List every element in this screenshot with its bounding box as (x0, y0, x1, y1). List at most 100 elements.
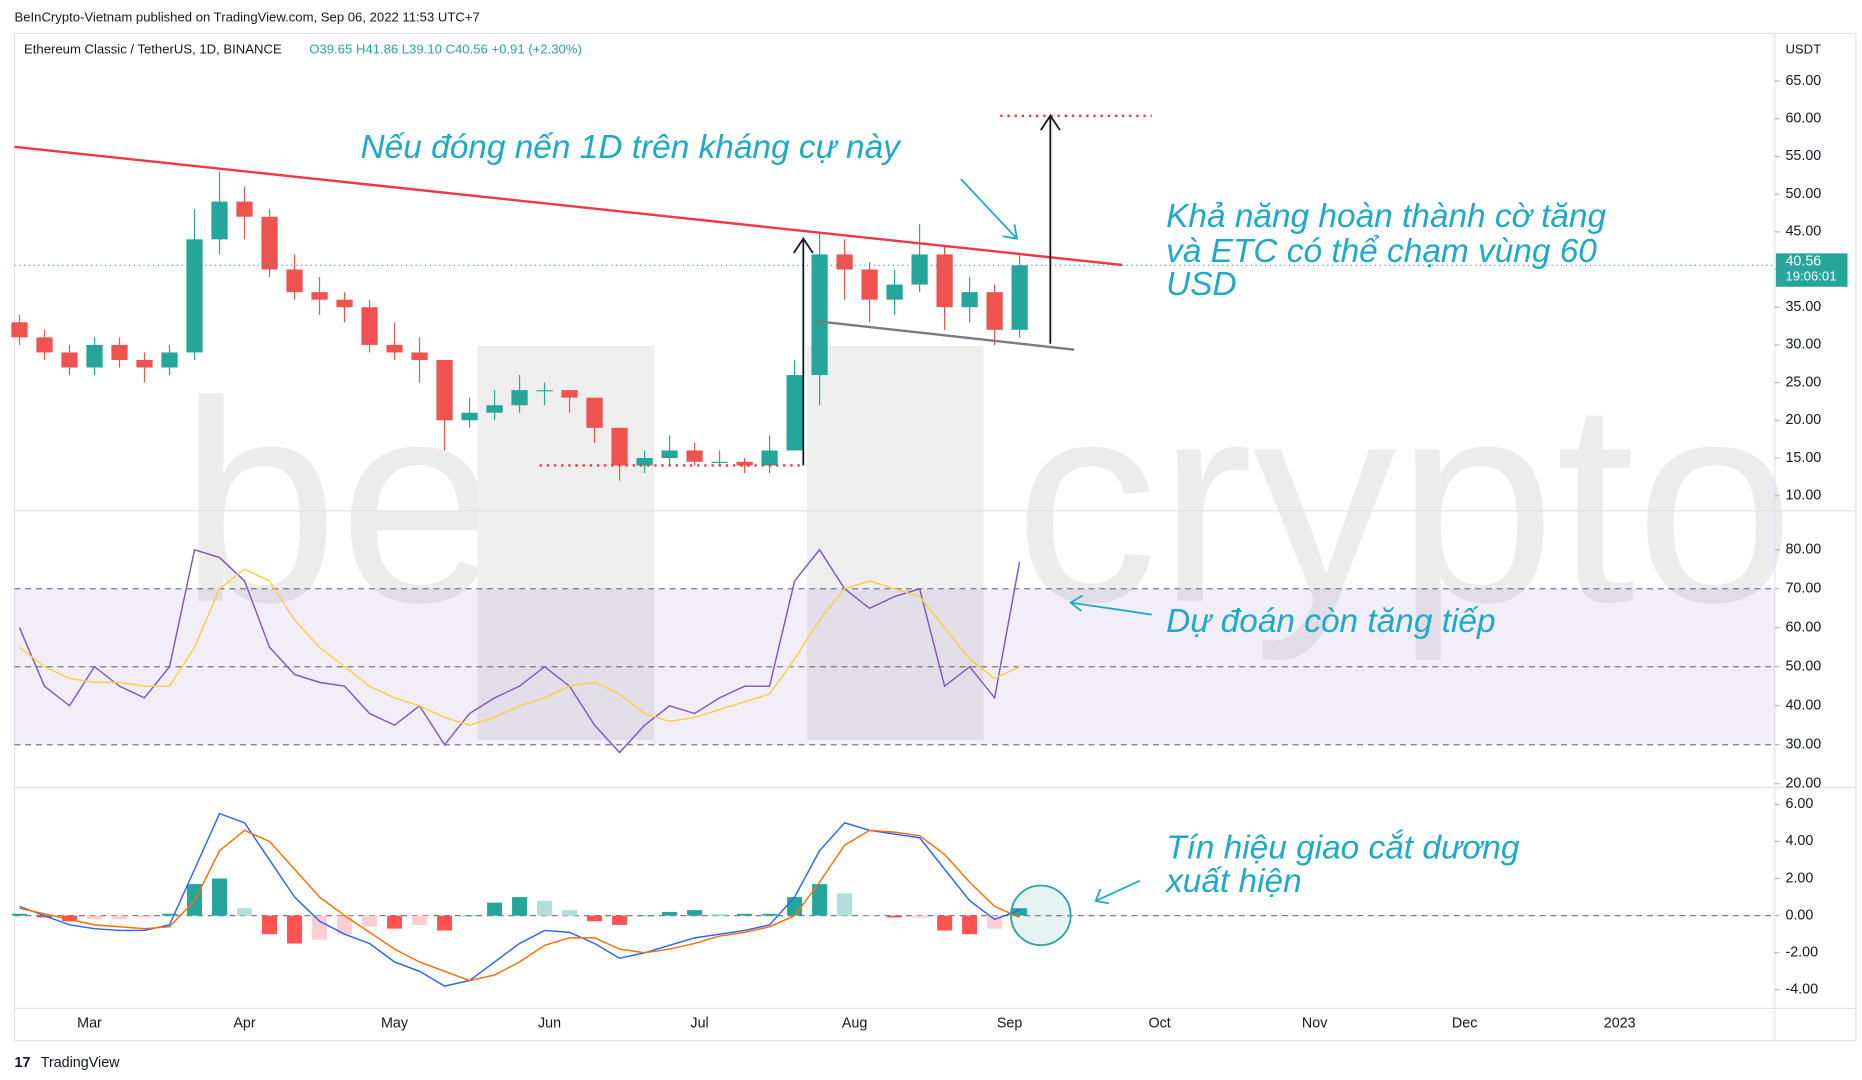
y-tick-label: -2.00 (1785, 945, 1818, 961)
histogram-bar (112, 915, 128, 920)
candle-body (586, 397, 603, 428)
candle-body (736, 461, 753, 466)
y-tick-label: 80.00 (1785, 542, 1821, 558)
candle-body (461, 412, 478, 421)
footer-brand: TradingView (41, 1055, 120, 1071)
histogram-bar (137, 915, 153, 918)
histogram-bar (36, 915, 52, 918)
measure-arrow (1040, 114, 1061, 344)
ohlc-legend: O39.65 H41.86 L39.10 C40.56 +0.91 (+2.30… (309, 42, 582, 57)
x-tick-label: Apr (233, 1016, 256, 1032)
annotation: Nếu đóng nến 1D trên kháng cự này (361, 129, 903, 166)
annotation: Khả năng hoàn thành cờ tăng (1166, 198, 1606, 235)
resistance-line (14, 145, 1123, 267)
watermark: crypto (1015, 342, 1795, 664)
frame (13, 32, 1857, 1042)
histogram-bar (737, 913, 753, 916)
candle-body (261, 216, 278, 270)
y-tick-label: 2.00 (1785, 870, 1813, 886)
candle-body (1011, 265, 1028, 330)
histogram-bar (912, 915, 928, 918)
x-tick-label: Oct (1149, 1016, 1171, 1032)
pointer-arrow (1069, 594, 1152, 616)
y-tick-label: 50.00 (1785, 186, 1821, 202)
candle-body (761, 450, 778, 466)
histogram-bar (11, 913, 27, 916)
highlight-circle (1010, 884, 1072, 947)
annotation: và ETC có thể chạm vùng 60 (1166, 233, 1597, 270)
measure-arrow (793, 237, 814, 466)
last-price-badge (1775, 253, 1848, 287)
histogram-bar (237, 908, 253, 916)
x-tick-label: Aug (842, 1016, 868, 1032)
candle-body (561, 390, 578, 398)
candle-body (36, 337, 53, 353)
candle-body (686, 450, 703, 462)
histogram-bar (962, 915, 978, 935)
candle-body (936, 254, 953, 308)
histogram-bar (537, 900, 553, 916)
candle-body (311, 292, 328, 300)
annotation: xuất hiện (1164, 863, 1302, 900)
histogram-bar (837, 893, 853, 916)
histogram-bar (512, 897, 528, 916)
histogram-bar (162, 913, 178, 916)
y-tick-label: 15.00 (1785, 450, 1821, 466)
y-tick-label: 65.00 (1785, 73, 1821, 89)
annotation: USD (1166, 266, 1237, 303)
candle-body (836, 254, 853, 270)
countdown-label: 19:06:01 (1785, 269, 1836, 284)
candle-body (911, 254, 928, 285)
candle-body (536, 390, 553, 392)
y-tick-label: 20.00 (1785, 412, 1821, 428)
y-tick-label: 60.00 (1785, 111, 1821, 127)
histogram-bar (87, 915, 103, 920)
annotation: Dự đoán còn tăng tiếp (1166, 603, 1495, 640)
watermark-logo (806, 346, 984, 740)
x-tick-label: Jun (538, 1016, 561, 1032)
symbol-title: Ethereum Classic / TetherUS, 1D, BINANCE (24, 42, 282, 57)
candle-body (161, 352, 178, 368)
last-price-label: 40.56 (1785, 253, 1821, 269)
y-tick-label: 4.00 (1785, 833, 1813, 849)
histogram-bar (937, 915, 953, 931)
candle-body (961, 292, 978, 308)
candle-body (811, 254, 828, 376)
x-tick-label: Sep (997, 1016, 1023, 1032)
candle-body (286, 269, 303, 293)
marks-layer: Mar Apr May Jun Jul Aug Sep Oct Nov Dec 2023 10.00 1… (11, 73, 1821, 1032)
pointer-arrow (960, 178, 1019, 240)
histogram-bar (887, 915, 903, 918)
histogram-bar (262, 915, 278, 935)
histogram-bar (462, 915, 478, 917)
y-tick-label: 30.00 (1785, 737, 1821, 753)
histogram-bar (437, 915, 453, 931)
y-tick-label: 70.00 (1785, 581, 1821, 597)
candle-body (786, 375, 803, 451)
annotation: Tín hiệu giao cắt dương (1166, 830, 1520, 867)
pointer-arrow (1094, 879, 1141, 905)
candle-body (636, 457, 653, 466)
y-tick-label: 10.00 (1785, 487, 1821, 503)
support-line (815, 319, 1075, 351)
rsi-line (19, 568, 1020, 726)
histogram-bar (337, 915, 353, 935)
histogram-bar (587, 915, 603, 922)
candle-body (711, 461, 728, 463)
candle-body (861, 269, 878, 300)
axis-unit: USDT (1785, 42, 1821, 57)
histogram-bar (612, 915, 628, 925)
y-tick-label: 20.00 (1785, 776, 1821, 792)
histogram-bar (61, 915, 77, 922)
x-tick-label: Jul (690, 1016, 708, 1032)
histogram-bar (287, 915, 303, 944)
candle-body (111, 344, 128, 360)
histogram-bar (487, 902, 503, 916)
candle-body (411, 352, 428, 360)
histogram-bar (787, 897, 803, 916)
candle-body (86, 344, 103, 368)
candle-body (186, 239, 203, 353)
histogram-bar (212, 878, 228, 916)
candle-body (611, 427, 628, 466)
